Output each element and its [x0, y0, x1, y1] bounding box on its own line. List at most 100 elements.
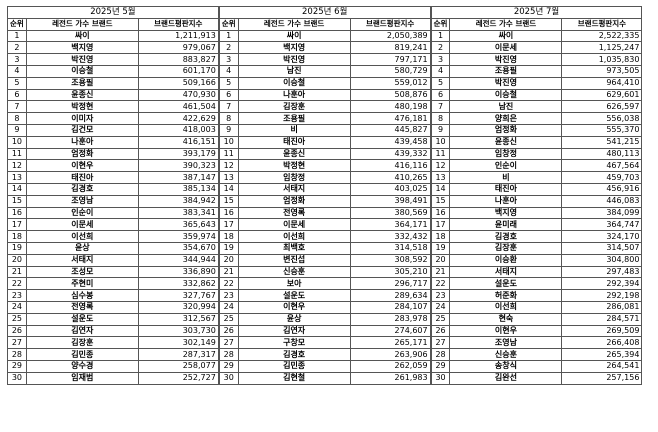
brand-name-cell: 송창식 — [449, 359, 563, 373]
table-row: 1 싸이 1,211,913 — [7, 29, 219, 43]
brand-name-cell: 전영록 — [237, 206, 351, 220]
brand-name-cell: 백지영 — [237, 41, 351, 55]
index-value-cell: 384,099 — [561, 206, 643, 220]
index-value-cell: 380,569 — [349, 206, 431, 220]
rank-cell: 4 — [430, 64, 451, 78]
brand-name-cell: 김장훈 — [237, 100, 351, 114]
index-value-cell: 418,003 — [137, 123, 219, 137]
brand-name-cell: 이문세 — [25, 218, 139, 232]
brand-name-cell: 박정현 — [237, 159, 351, 173]
index-value-cell: 284,571 — [561, 312, 643, 326]
table-row: 3 박진영 1,035,830 — [430, 53, 643, 66]
table-row: 18 이선희 359,974 — [7, 230, 219, 243]
brand-name-cell: 이현우 — [449, 324, 563, 338]
rank-cell: 6 — [7, 88, 27, 102]
brand-name-cell: 윤종신 — [237, 147, 351, 161]
brand-name-cell: 이문세 — [237, 218, 351, 232]
brand-name-cell: 싸이 — [449, 29, 563, 43]
brand-name-cell: 서태지 — [237, 182, 351, 196]
rank-cell: 20 — [218, 253, 239, 267]
table-row: 27 구창모 265,171 — [218, 336, 431, 350]
rank-cell: 26 — [430, 324, 451, 338]
table-row: 2 백지영 979,067 — [7, 41, 219, 55]
table-row: 16 전영록 380,569 — [218, 206, 431, 220]
index-value-cell: 398,491 — [349, 194, 431, 208]
table-row: 23 설운도 289,634 — [218, 289, 431, 302]
table-row: 28 김민종 287,317 — [7, 348, 219, 361]
table-row: 19 최백호 314,518 — [218, 241, 431, 255]
index-value-cell: 883,827 — [137, 53, 219, 66]
brand-name-cell: 최백호 — [237, 241, 351, 255]
table-row: 2 백지영 819,241 — [218, 41, 431, 55]
table-row: 7 김장훈 480,198 — [218, 100, 431, 114]
index-value-cell: 264,541 — [561, 359, 643, 373]
table-row: 21 신승훈 305,210 — [218, 265, 431, 279]
index-value-cell: 470,930 — [137, 88, 219, 102]
brand-name-cell: 서태지 — [449, 265, 563, 279]
index-value-cell: 1,211,913 — [137, 29, 219, 43]
table-row: 25 현숙 284,571 — [430, 312, 643, 326]
ranking-tables: 2025년 5월 순위 레전드 가수 브랜드 브랜드평판지수 1 싸이 1,211,… — [7, 6, 643, 385]
brand-name-cell: 이현우 — [237, 300, 351, 314]
rank-cell: 12 — [218, 159, 239, 173]
table-row: 4 남진 580,729 — [218, 64, 431, 78]
rank-cell: 2 — [218, 41, 239, 55]
brand-name-cell: 김연자 — [25, 324, 139, 338]
table-row: 30 김완선 257,156 — [430, 371, 643, 385]
index-value-cell: 1,125,247 — [561, 41, 643, 55]
brand-name-cell: 윤종신 — [449, 135, 563, 149]
table-row: 22 설운도 292,394 — [430, 277, 643, 291]
brand-name-cell: 박진영 — [449, 76, 563, 90]
rank-cell: 7 — [218, 100, 239, 114]
table-row: 9 비 445,827 — [218, 123, 431, 137]
rank-cell: 18 — [7, 230, 27, 243]
table-row: 13 태진아 387,147 — [7, 171, 219, 184]
brand-name-cell: 김민종 — [25, 348, 139, 361]
table-row: 10 나훈아 416,151 — [7, 135, 219, 149]
table-row: 5 조용필 509,166 — [7, 76, 219, 90]
table-row: 16 백지영 384,099 — [430, 206, 643, 220]
table-row: 29 양수경 258,077 — [7, 359, 219, 373]
index-value-cell: 416,151 — [137, 135, 219, 149]
rank-cell: 5 — [218, 76, 239, 90]
index-value-cell: 509,166 — [137, 76, 219, 90]
table-row: 27 조영남 266,408 — [430, 336, 643, 350]
rank-cell: 7 — [430, 100, 451, 114]
table-row: 21 서태지 297,483 — [430, 265, 643, 279]
rank-cell: 17 — [218, 218, 239, 232]
index-value-cell: 797,171 — [349, 53, 431, 66]
table-row: 26 김연자 303,730 — [7, 324, 219, 338]
index-value-cell: 555,370 — [561, 123, 643, 137]
brand-name-cell: 김민종 — [237, 359, 351, 373]
table-row: 13 비 459,703 — [430, 171, 643, 184]
index-value-cell: 467,564 — [561, 159, 643, 173]
table-row: 4 조용필 973,505 — [430, 64, 643, 78]
table-row: 2 이문세 1,125,247 — [430, 41, 643, 55]
rank-cell: 9 — [430, 123, 451, 137]
table-row: 15 엄정화 398,491 — [218, 194, 431, 208]
brand-name-cell: 박진영 — [25, 53, 139, 66]
index-value-cell: 265,394 — [561, 348, 643, 361]
table-row: 8 이미자 422,629 — [7, 112, 219, 125]
table-row: 23 심수봉 327,767 — [7, 289, 219, 302]
table-row: 3 박진영 797,171 — [218, 53, 431, 66]
index-value-cell: 1,035,830 — [561, 53, 643, 66]
rank-cell: 10 — [7, 135, 27, 149]
brand-name-cell: 나훈아 — [449, 194, 563, 208]
rank-cell: 21 — [218, 265, 239, 279]
rank-cell: 4 — [7, 64, 27, 78]
rank-cell: 14 — [7, 182, 27, 196]
table-row: 15 나훈아 446,083 — [430, 194, 643, 208]
index-value-cell: 262,059 — [349, 359, 431, 373]
table-row: 17 이문세 365,643 — [7, 218, 219, 232]
brand-name-cell: 이승철 — [25, 64, 139, 78]
index-value-cell: 459,703 — [561, 171, 643, 184]
brand-name-cell: 엄정화 — [237, 194, 351, 208]
index-value-cell: 314,518 — [349, 241, 431, 255]
rank-cell: 11 — [430, 147, 451, 161]
table-row: 11 엄정화 393,179 — [7, 147, 219, 161]
index-value-cell: 292,198 — [561, 289, 643, 302]
table-row: 10 태진아 439,458 — [218, 135, 431, 149]
rank-cell: 29 — [430, 359, 451, 373]
rank-cell: 8 — [7, 112, 27, 125]
